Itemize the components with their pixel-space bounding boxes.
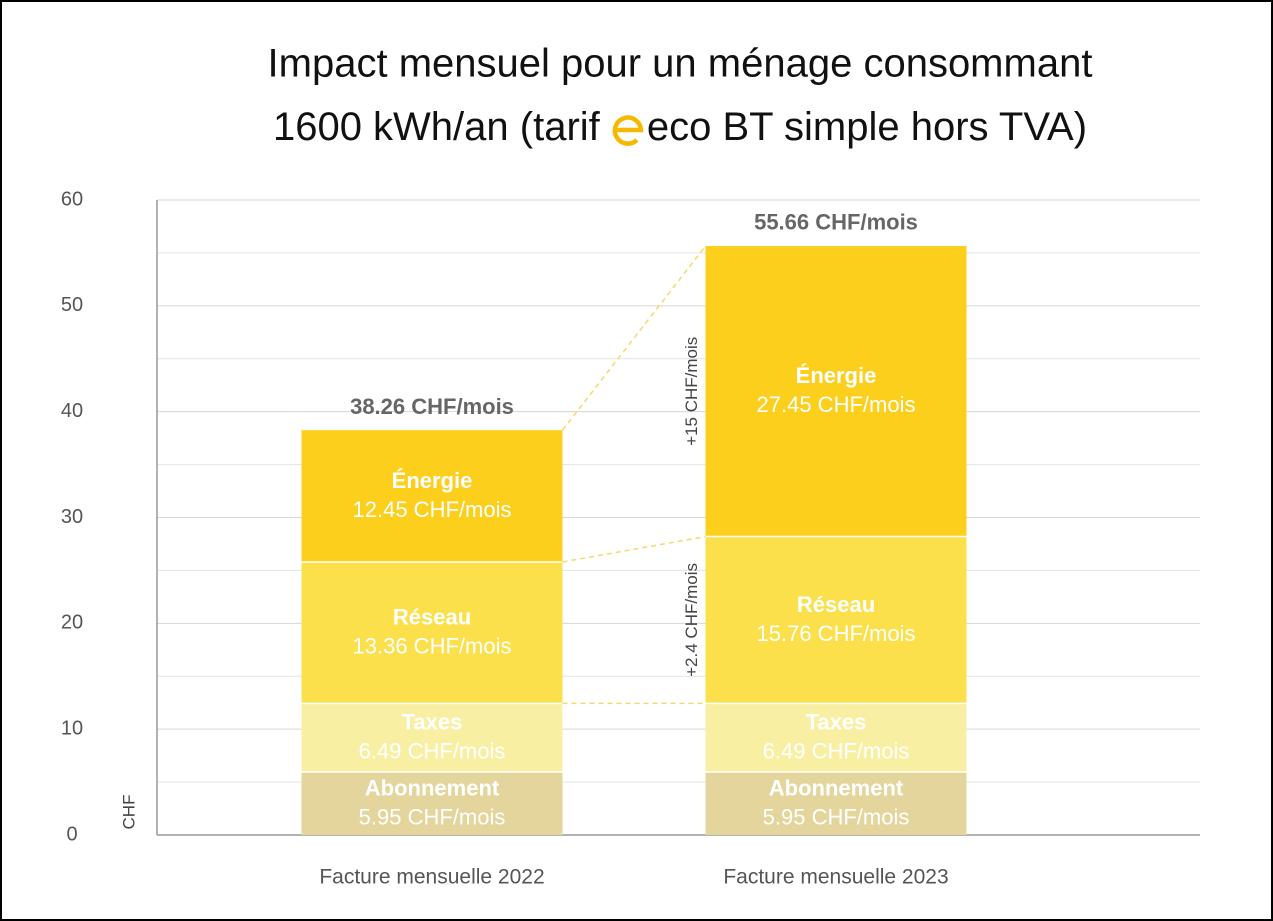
y-tick-label: 40 — [61, 400, 83, 422]
segment-name: Réseau — [393, 604, 471, 629]
bar-segment — [301, 561, 563, 704]
bar-segment — [301, 703, 563, 773]
chart-title-part: 1600 kWh/an (tarif — [273, 105, 611, 149]
segment-name: Énergie — [392, 468, 473, 493]
segment-value-label: 6.49 CHF/mois — [763, 738, 910, 763]
bar-segment — [705, 536, 967, 704]
segment-value-label: 5.95 CHF/mois — [359, 804, 506, 829]
bar-segment — [705, 703, 967, 773]
segment-name: Taxes — [402, 709, 463, 734]
y-tick-label: 0 — [66, 823, 77, 845]
bar-segment — [301, 430, 563, 562]
segment-name: Abonnement — [769, 775, 904, 800]
bar-segment — [301, 772, 563, 835]
y-tick-label: 20 — [61, 612, 83, 634]
chart-title: Impact mensuel pour un ménage consommant — [268, 42, 1093, 86]
logo — [612, 115, 644, 146]
chart-title: 1600 kWh/an (tarif eco BT simple hors TV… — [273, 105, 1087, 149]
segment-value-label: 27.45 CHF/mois — [757, 392, 916, 417]
segment-value-label: 15.76 CHF/mois — [757, 621, 916, 646]
total-label: 38.26 CHF/mois — [350, 394, 514, 419]
segment-name: Réseau — [797, 592, 875, 617]
logo-e — [612, 115, 644, 146]
y-axis-label: CHF — [119, 795, 138, 830]
connector — [561, 245, 707, 431]
y-tick-label: 60 — [61, 188, 83, 210]
segment-value-label: 5.95 CHF/mois — [763, 804, 910, 829]
x-tick-label: Facture mensuelle 2023 — [723, 866, 948, 889]
segment-value-label: 6.49 CHF/mois — [359, 738, 506, 763]
y-tick-label: 50 — [61, 294, 83, 316]
segment-value-label: 12.45 CHF/mois — [353, 497, 512, 522]
difference-label: +2.4 CHF/mois — [682, 563, 701, 677]
chart-title-part: eco BT simple hors TVA) — [647, 105, 1087, 149]
y-tick-label: 30 — [61, 506, 83, 528]
connector — [562, 535, 706, 563]
segment-name: Abonnement — [365, 775, 500, 800]
segment-value-label: 13.36 CHF/mois — [353, 633, 512, 658]
difference-label: +15 CHF/mois — [682, 337, 701, 446]
bar-segment — [705, 246, 967, 537]
bar-segment — [705, 772, 967, 835]
segment-name: Taxes — [806, 709, 867, 734]
x-tick-label: Facture mensuelle 2022 — [319, 866, 544, 889]
segment-name: Énergie — [796, 363, 877, 388]
y-tick-label: 10 — [61, 717, 83, 739]
total-label: 55.66 CHF/mois — [754, 210, 918, 235]
